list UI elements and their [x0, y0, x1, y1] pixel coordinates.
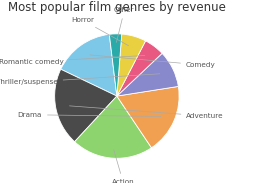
Wedge shape [117, 41, 162, 96]
Text: Drama: Drama [18, 112, 161, 118]
Wedge shape [117, 53, 178, 96]
Text: Horror: Horror [71, 17, 128, 46]
Text: Adventure: Adventure [70, 106, 224, 119]
Text: Other: Other [114, 7, 134, 42]
Text: Action: Action [112, 150, 134, 183]
Text: Comedy: Comedy [90, 55, 216, 68]
Text: Romantic comedy: Romantic comedy [0, 55, 145, 65]
Wedge shape [75, 96, 152, 158]
Title: Most popular film genres by revenue: Most popular film genres by revenue [8, 1, 226, 14]
Wedge shape [61, 34, 117, 96]
Text: Thriller/suspense: Thriller/suspense [0, 74, 160, 85]
Wedge shape [117, 86, 179, 148]
Wedge shape [117, 34, 145, 96]
Wedge shape [55, 69, 117, 142]
Wedge shape [109, 34, 122, 96]
